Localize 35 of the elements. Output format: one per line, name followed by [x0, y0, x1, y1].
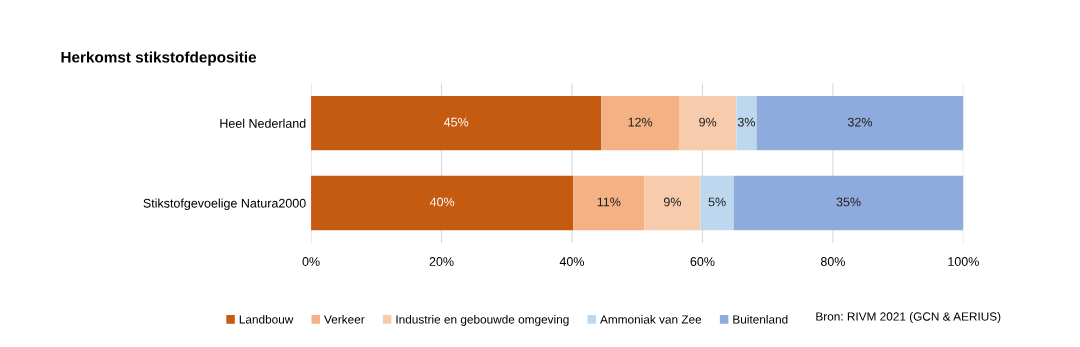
text: Bron: RIVM 2021 (GCN & AERIUS)	[816, 312, 1001, 323]
legend-label: Buitenland	[733, 314, 788, 324]
bar	[736, 96, 757, 151]
x-tick-label: 80%	[820, 257, 845, 266]
bar	[644, 175, 701, 231]
data-label: 12%	[628, 117, 653, 127]
legend-label: Landbouw	[239, 314, 294, 324]
data-label: 5%	[708, 197, 726, 207]
legend-label: Verkeer	[324, 314, 365, 324]
x-tick-label: 40%	[559, 257, 585, 266]
bar	[756, 96, 964, 151]
y-tick-label: Stikstofgevoelige Natura2000	[143, 198, 306, 211]
text: Herkomst stikstofdepositie	[61, 51, 257, 66]
x-tick-label: 0%	[302, 257, 320, 266]
data-label: 9%	[663, 197, 682, 207]
bar	[573, 175, 645, 231]
x-tick-label: 100%	[948, 257, 979, 266]
legend-label: Industrie en gebouwde omgeving	[396, 314, 569, 326]
bar	[700, 175, 734, 231]
bar	[311, 96, 602, 151]
data-label: 11%	[597, 197, 621, 207]
data-label: 45%	[443, 117, 469, 127]
data-label: 9%	[699, 117, 717, 127]
data-label: 32%	[847, 117, 873, 127]
data-label: 35%	[836, 197, 861, 207]
x-tick-label: 60%	[690, 257, 715, 266]
bar	[601, 96, 679, 151]
bar	[678, 96, 737, 151]
x-tick-label: 20%	[429, 257, 454, 266]
data-label: 40%	[429, 197, 455, 207]
data-label: 3%	[737, 117, 756, 127]
legend-label: Ammoniak van Zee	[600, 314, 702, 324]
y-tick-label: Heel Nederland	[220, 118, 306, 128]
bar	[733, 175, 964, 231]
bar	[311, 175, 574, 231]
